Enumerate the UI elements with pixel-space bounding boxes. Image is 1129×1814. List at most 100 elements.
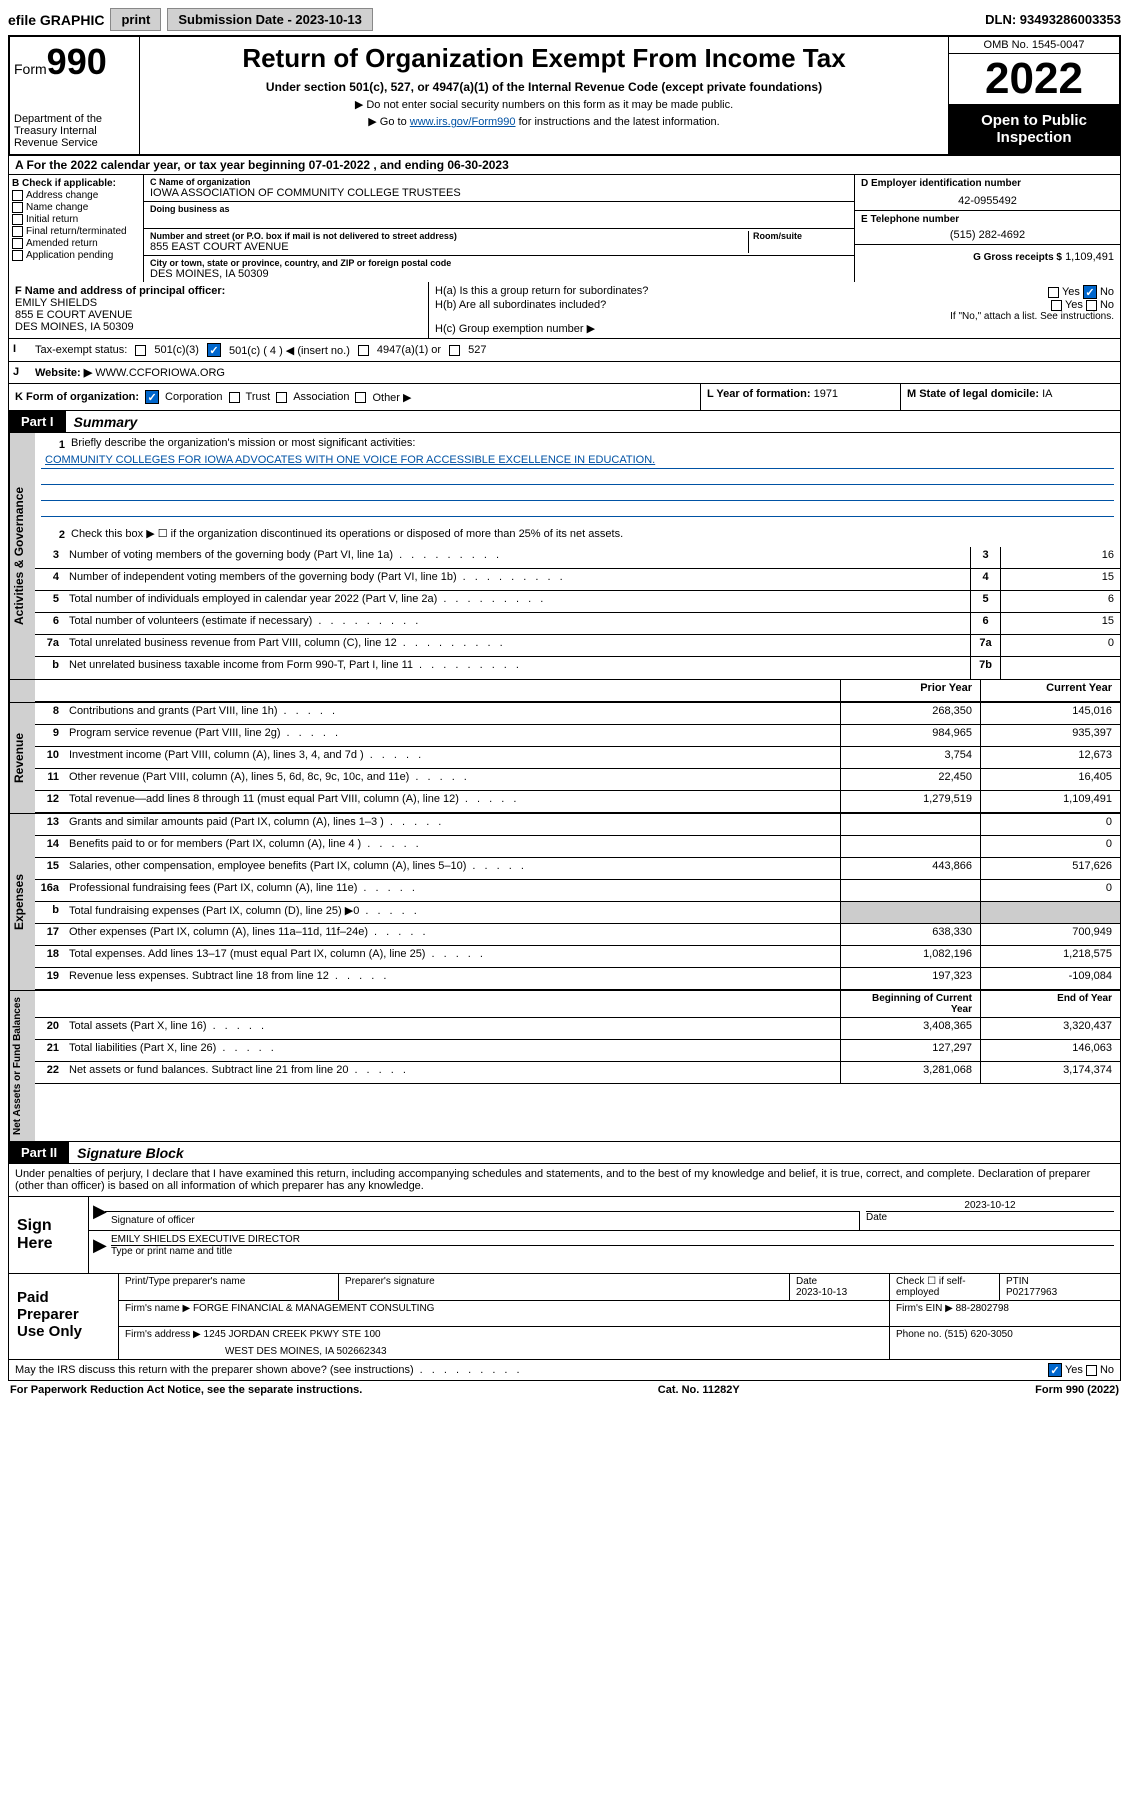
hb-no-checkbox[interactable] (1086, 300, 1097, 311)
line-desc: Number of independent voting members of … (65, 569, 970, 590)
cb-4947[interactable] (358, 345, 369, 356)
open-public-badge: Open to Public Inspection (949, 104, 1119, 154)
ha-yes-checkbox[interactable] (1048, 287, 1059, 298)
prep-check-hdr: Check ☐ if self-employed (890, 1274, 1000, 1300)
part-1-header: Part I Summary (8, 411, 1121, 433)
firm-ein: 88-2802798 (956, 1303, 1009, 1314)
checkbox-address-change[interactable] (12, 190, 23, 201)
paid-preparer-section: Paid Preparer Use Only Print/Type prepar… (8, 1274, 1121, 1360)
checkbox-amended-return[interactable] (12, 238, 23, 249)
netassets-section: Net Assets or Fund Balances Beginning of… (8, 991, 1121, 1142)
sign-here-section: Sign Here ▶ Signature of officer 2023-10… (8, 1197, 1121, 1274)
department-label: Department of the Treasury Internal Reve… (14, 113, 135, 149)
discuss-yes-checked[interactable]: ✓ (1048, 1363, 1062, 1377)
current-value: 1,109,491 (980, 791, 1120, 812)
cb-501c-checked[interactable]: ✓ (207, 343, 221, 357)
omb-number: OMB No. 1545-0047 (949, 37, 1119, 54)
line-num: b (35, 657, 65, 679)
line-num: 14 (35, 836, 65, 857)
line-num: 12 (35, 791, 65, 812)
ha-no-checkbox-checked[interactable]: ✓ (1083, 285, 1097, 299)
current-value: 12,673 (980, 747, 1120, 768)
current-value: 0 (980, 814, 1120, 835)
summary-row: 7a Total unrelated business revenue from… (35, 635, 1120, 657)
opt-assoc: Association (293, 391, 349, 403)
part1-label: Part I (9, 411, 66, 432)
summary-row: b Net unrelated business taxable income … (35, 657, 1120, 679)
line-box: 7b (970, 657, 1000, 679)
line-desc: Total revenue—add lines 8 through 11 (mu… (65, 791, 840, 812)
sign-arrow-2: ▶ (89, 1231, 105, 1265)
irs-link[interactable]: www.irs.gov/Form990 (410, 116, 516, 128)
officer-label: F Name and address of principal officer: (15, 285, 422, 297)
line-desc: Salaries, other compensation, employee b… (65, 858, 840, 879)
ha-label: H(a) Is this a group return for subordin… (435, 285, 648, 299)
line-num: 11 (35, 769, 65, 790)
current-value (980, 902, 1120, 923)
form-subtitle-1: Under section 501(c), 527, or 4947(a)(1)… (146, 80, 942, 94)
current-value: 145,016 (980, 703, 1120, 724)
column-c-org-info: C Name of organization IOWA ASSOCIATION … (144, 175, 855, 282)
section-bcd: B Check if applicable: Address change Na… (8, 175, 1121, 282)
principal-officer: F Name and address of principal officer:… (9, 282, 429, 338)
submission-date-button[interactable]: Submission Date - 2023-10-13 (167, 8, 373, 31)
section-fh: F Name and address of principal officer:… (8, 282, 1121, 339)
cb-label-0: Address change (26, 190, 98, 201)
checkbox-name-change[interactable] (12, 202, 23, 213)
officer-addr1: 855 E COURT AVENUE (15, 309, 422, 321)
line-box: 3 (970, 547, 1000, 568)
firm-addr2: WEST DES MOINES, IA 502662343 (225, 1346, 883, 1357)
line-desc: Total fundraising expenses (Part IX, col… (65, 902, 840, 923)
line-desc: Total number of volunteers (estimate if … (65, 613, 970, 634)
line-num: 19 (35, 968, 65, 989)
discuss-no-checkbox[interactable] (1086, 1365, 1097, 1376)
hb-yes-checkbox[interactable] (1051, 300, 1062, 311)
opt-4947: 4947(a)(1) or (377, 344, 441, 356)
ha-no-label: No (1100, 286, 1114, 298)
form-org-label: K Form of organization: (15, 391, 139, 403)
prior-value (840, 902, 980, 923)
cb-corporation-checked[interactable]: ✓ (145, 390, 159, 404)
current-value: 3,174,374 (980, 1062, 1120, 1083)
opt-527: 527 (468, 344, 486, 356)
cb-trust[interactable] (229, 392, 240, 403)
form-subtitle-3: ▶ Go to www.irs.gov/Form990 for instruct… (146, 115, 942, 128)
ein-label: D Employer identification number (861, 178, 1114, 189)
opt-other: Other ▶ (372, 391, 411, 404)
cb-527[interactable] (449, 345, 460, 356)
current-value: 517,626 (980, 858, 1120, 879)
org-name-label: C Name of organization (150, 177, 848, 187)
line-desc: Net unrelated business taxable income fr… (65, 657, 970, 679)
prior-value: 984,965 (840, 725, 980, 746)
checkbox-final-return[interactable] (12, 226, 23, 237)
print-button[interactable]: print (110, 8, 161, 31)
table-row: 16a Professional fundraising fees (Part … (35, 880, 1120, 902)
form-subtitle-2: ▶ Do not enter social security numbers o… (146, 98, 942, 111)
checkbox-initial-return[interactable] (12, 214, 23, 225)
line-num: 20 (35, 1018, 65, 1039)
prior-value: 1,082,196 (840, 946, 980, 967)
hb-label: H(b) Are all subordinates included? (435, 299, 606, 311)
goto-post: for instructions and the latest informat… (516, 116, 720, 128)
cat-number: Cat. No. 11282Y (658, 1384, 740, 1396)
line-num: b (35, 902, 65, 923)
line-2-num: 2 (41, 527, 71, 543)
cb-association[interactable] (276, 392, 287, 403)
irs-discuss-row: May the IRS discuss this return with the… (8, 1360, 1121, 1381)
sign-date: 2023-10-12 (866, 1200, 1114, 1211)
line-num: 21 (35, 1040, 65, 1061)
cb-other[interactable] (355, 392, 366, 403)
current-value: -109,084 (980, 968, 1120, 989)
prep-date: 2023-10-13 (796, 1287, 847, 1298)
mission-text[interactable]: COMMUNITY COLLEGES FOR IOWA ADVOCATES WI… (45, 454, 655, 466)
hb-yes-label: Yes (1065, 299, 1083, 311)
discuss-yes-label: Yes (1065, 1364, 1083, 1376)
line-num: 9 (35, 725, 65, 746)
prior-value: 638,330 (840, 924, 980, 945)
table-row: 18 Total expenses. Add lines 13–17 (must… (35, 946, 1120, 968)
table-row: 19 Revenue less expenses. Subtract line … (35, 968, 1120, 990)
line-num: 16a (35, 880, 65, 901)
line-box: 5 (970, 591, 1000, 612)
checkbox-application-pending[interactable] (12, 250, 23, 261)
cb-501c3[interactable] (135, 345, 146, 356)
